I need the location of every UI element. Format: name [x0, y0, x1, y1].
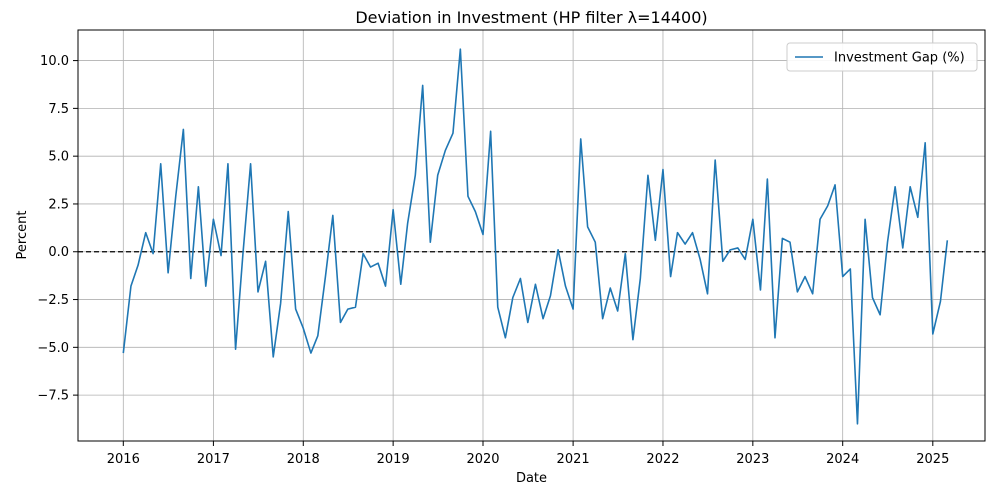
x-axis-label: Date [516, 471, 547, 486]
x-axis-ticks: 2016 2017 2018 2019 2020 2021 2022 2023 2024 2025 [107, 441, 949, 467]
y-tick-label: −7.5 [37, 389, 69, 404]
investment-gap-line [122, 48, 949, 425]
legend-box [786, 42, 978, 72]
y-tick-label: 10.0 [40, 54, 69, 69]
x-tick-label: 2025 [916, 452, 949, 467]
x-tick-label: 2018 [287, 452, 320, 467]
x-tick-label: 2017 [197, 452, 230, 467]
legend-label: Investment Gap (%) [834, 51, 965, 66]
x-tick-label: 2016 [107, 452, 140, 467]
y-tick-label: −2.5 [37, 293, 69, 308]
x-tick-label: 2021 [557, 452, 590, 467]
x-tick-label: 2019 [377, 452, 410, 467]
x-tick-label: 2020 [466, 452, 499, 467]
x-tick-label: 2023 [736, 452, 769, 467]
y-tick-label: 2.5 [48, 197, 69, 212]
chart-title: Deviation in Investment (HP filter λ=144… [355, 8, 707, 27]
x-tick-label: 2022 [646, 452, 679, 467]
y-axis-label: Percent [15, 211, 30, 260]
y-tick-label: 5.0 [48, 150, 69, 165]
y-axis-ticks: −7.5 −5.0 −2.5 0.0 2.5 5.0 7.5 10.0 [37, 54, 78, 404]
x-tick-label: 2024 [826, 452, 859, 467]
plot-area-frame [77, 29, 986, 442]
y-tick-label: 0.0 [48, 245, 69, 260]
y-tick-label: −5.0 [37, 341, 69, 356]
y-tick-label: 7.5 [48, 102, 69, 117]
legend: Investment Gap (%) [786, 42, 978, 72]
